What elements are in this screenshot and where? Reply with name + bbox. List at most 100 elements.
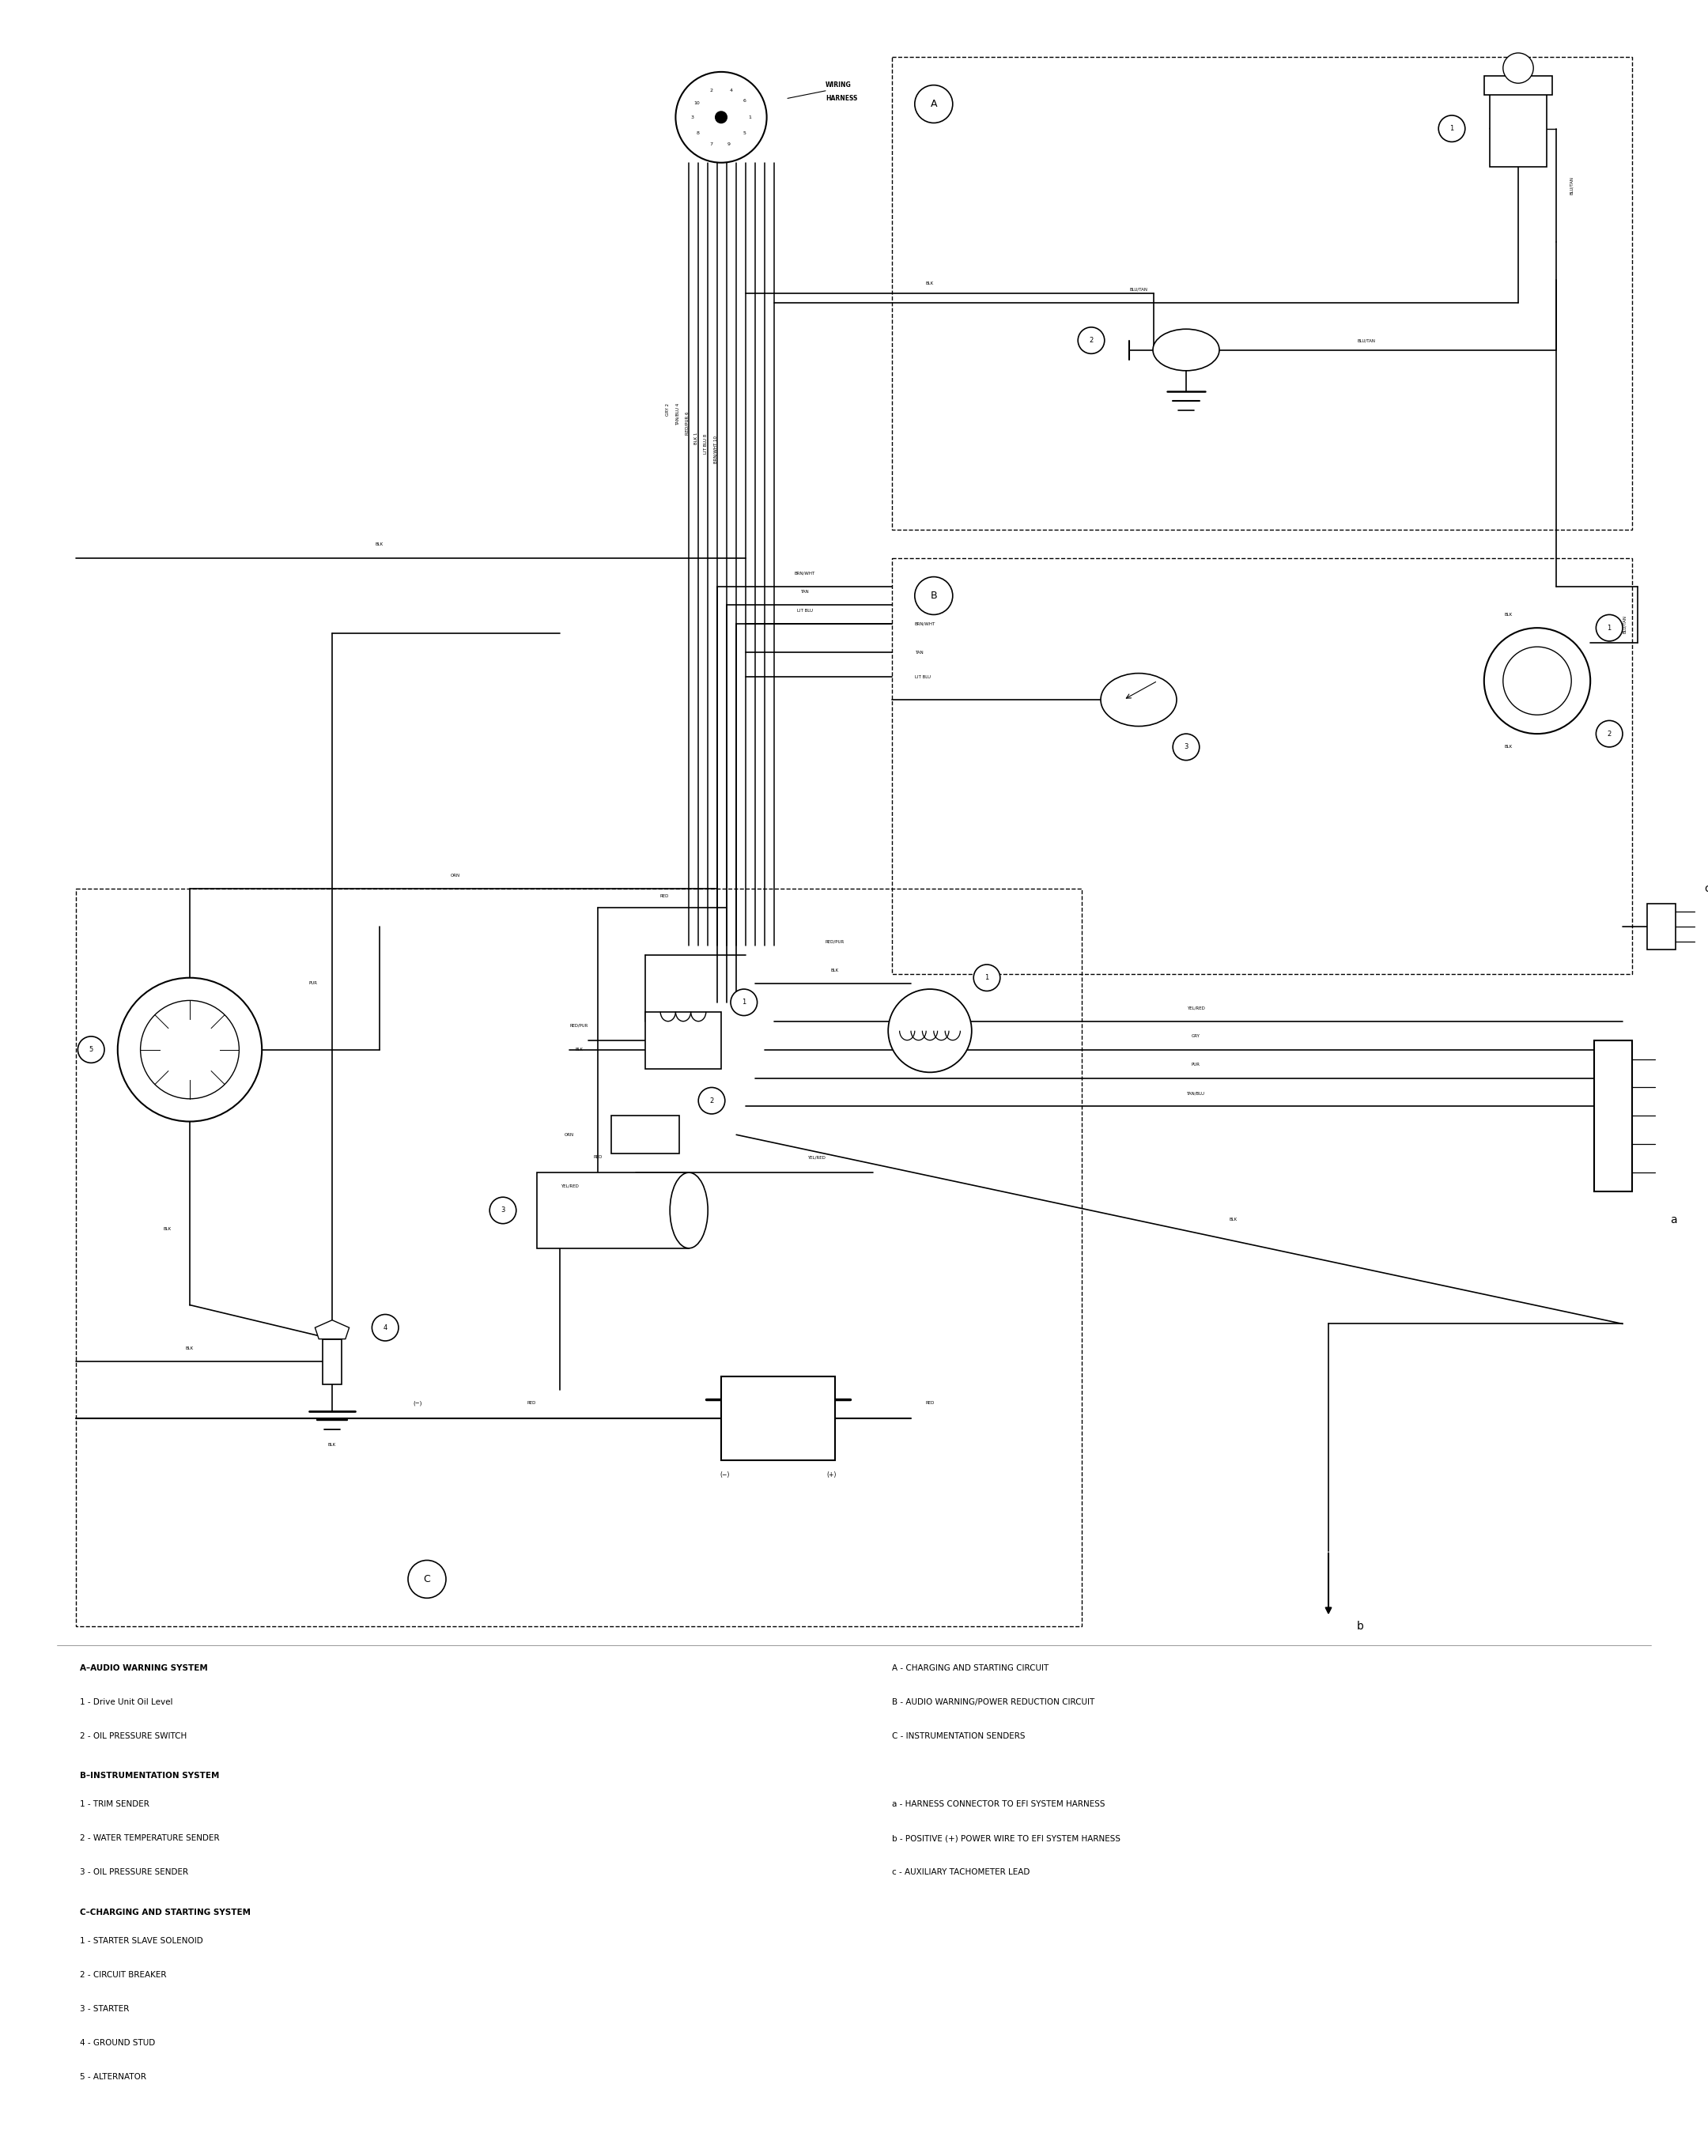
Circle shape: [1503, 647, 1571, 716]
Text: 2: 2: [711, 88, 712, 93]
Text: BLK: BLK: [1230, 1218, 1238, 1222]
Text: YEL/RED: YEL/RED: [560, 1184, 579, 1188]
Text: RED: RED: [659, 895, 670, 899]
Circle shape: [974, 964, 1001, 992]
Circle shape: [1595, 614, 1623, 640]
Text: 2 - CIRCUIT BREAKER: 2 - CIRCUIT BREAKER: [80, 1971, 166, 1979]
Text: 4: 4: [383, 1324, 388, 1330]
Text: BLK: BLK: [376, 543, 384, 548]
Text: PUR: PUR: [1190, 1063, 1201, 1067]
Text: TAN/BLU: TAN/BLU: [1187, 1091, 1204, 1095]
Text: LIT BLU: LIT BLU: [796, 608, 813, 612]
Text: 3: 3: [692, 114, 693, 119]
Bar: [536, 1173, 688, 1248]
Text: TAN: TAN: [915, 651, 924, 655]
Polygon shape: [314, 1319, 348, 1339]
Circle shape: [1595, 720, 1623, 746]
Text: 1: 1: [1450, 125, 1454, 132]
Text: 2: 2: [1090, 336, 1093, 345]
Text: BLK: BLK: [832, 968, 839, 972]
Circle shape: [1438, 116, 1465, 142]
Text: 1: 1: [748, 114, 752, 119]
Text: 4 - GROUND STUD: 4 - GROUND STUD: [80, 2040, 155, 2046]
Text: 1: 1: [986, 975, 989, 981]
Text: YEL/RED: YEL/RED: [806, 1156, 825, 1160]
Text: 3 - OIL PRESSURE SENDER: 3 - OIL PRESSURE SENDER: [80, 1869, 188, 1876]
Circle shape: [716, 112, 728, 123]
Circle shape: [1173, 733, 1199, 761]
Circle shape: [372, 1315, 398, 1341]
Text: ORN: ORN: [451, 873, 459, 877]
Text: 1 - TRIM SENDER: 1 - TRIM SENDER: [80, 1800, 149, 1809]
Text: 7: 7: [711, 142, 712, 147]
Text: C–CHARGING AND STARTING SYSTEM: C–CHARGING AND STARTING SYSTEM: [80, 1908, 251, 1917]
Bar: [892, 558, 1633, 975]
Circle shape: [699, 1087, 724, 1115]
Text: ORN: ORN: [565, 1132, 574, 1136]
Circle shape: [888, 990, 972, 1072]
Circle shape: [915, 84, 953, 123]
Text: WIRING: WIRING: [825, 82, 851, 88]
Bar: [892, 56, 1633, 530]
Text: 1 - STARTER SLAVE SOLENOID: 1 - STARTER SLAVE SOLENOID: [80, 1936, 203, 1945]
Text: BRN/WHT 10: BRN/WHT 10: [714, 436, 717, 464]
Text: RED: RED: [593, 1156, 603, 1160]
Circle shape: [1484, 627, 1590, 733]
Bar: [1594, 1039, 1633, 1192]
Text: 1 - Drive Unit Oil Level: 1 - Drive Unit Oil Level: [80, 1699, 173, 1705]
Text: B - AUDIO WARNING/POWER REDUCTION CIRCUIT: B - AUDIO WARNING/POWER REDUCTION CIRCUI…: [892, 1699, 1095, 1705]
Circle shape: [79, 1037, 104, 1063]
Circle shape: [1078, 328, 1105, 354]
Text: BLU/TAN: BLU/TAN: [1623, 614, 1626, 634]
Text: BLK: BLK: [1505, 612, 1513, 617]
Text: A–AUDIO WARNING SYSTEM: A–AUDIO WARNING SYSTEM: [80, 1664, 208, 1673]
Text: BLK 1: BLK 1: [695, 433, 699, 444]
Text: BLU/TAN: BLU/TAN: [1129, 287, 1148, 291]
Text: 3 - STARTER: 3 - STARTER: [80, 2005, 130, 2012]
Ellipse shape: [1153, 330, 1220, 371]
Text: 2 - WATER TEMPERATURE SENDER: 2 - WATER TEMPERATURE SENDER: [80, 1835, 219, 1843]
Text: 3: 3: [1184, 744, 1189, 750]
Circle shape: [490, 1197, 516, 1225]
Text: 2 - OIL PRESSURE SWITCH: 2 - OIL PRESSURE SWITCH: [80, 1733, 186, 1740]
Circle shape: [676, 71, 767, 162]
Text: PUR: PUR: [309, 981, 318, 985]
Bar: [323, 1339, 342, 1384]
Text: 3: 3: [500, 1207, 506, 1214]
Text: RED: RED: [526, 1401, 536, 1406]
Text: RED: RED: [926, 1401, 934, 1406]
Text: a: a: [1670, 1214, 1677, 1225]
Text: (−): (−): [413, 1401, 422, 1406]
Text: BLK: BLK: [576, 1048, 582, 1052]
Text: C - INSTRUMENTATION SENDERS: C - INSTRUMENTATION SENDERS: [892, 1733, 1025, 1740]
Bar: [75, 888, 1081, 1626]
Text: A: A: [931, 99, 938, 110]
Text: 5 - ALTERNATOR: 5 - ALTERNATOR: [80, 2072, 147, 2081]
Text: B–INSTRUMENTATION SYSTEM: B–INSTRUMENTATION SYSTEM: [80, 1772, 219, 1781]
Ellipse shape: [670, 1173, 707, 1248]
Text: c - AUXILIARY TACHOMETER LEAD: c - AUXILIARY TACHOMETER LEAD: [892, 1869, 1030, 1876]
Text: BLK: BLK: [186, 1348, 193, 1350]
Circle shape: [731, 990, 757, 1015]
Text: TAN: TAN: [801, 591, 810, 593]
Circle shape: [140, 1000, 239, 1100]
Bar: [611, 1117, 680, 1153]
Text: 2: 2: [1607, 731, 1611, 737]
Text: BLU/TAN: BLU/TAN: [1358, 338, 1375, 343]
Text: 6: 6: [743, 99, 746, 103]
Circle shape: [915, 578, 953, 614]
Text: b: b: [1356, 1621, 1365, 1632]
Text: a - HARNESS CONNECTOR TO EFI SYSTEM HARNESS: a - HARNESS CONNECTOR TO EFI SYSTEM HARN…: [892, 1800, 1105, 1809]
Text: BRN/WHT: BRN/WHT: [915, 623, 936, 625]
Text: RED/PUR: RED/PUR: [570, 1024, 588, 1026]
Text: RED/PUR 6: RED/PUR 6: [685, 412, 688, 436]
Text: GRY: GRY: [1190, 1035, 1201, 1039]
Text: HARNESS: HARNESS: [825, 95, 857, 101]
Text: 5: 5: [89, 1046, 94, 1052]
Text: BLK: BLK: [1505, 746, 1513, 748]
Bar: [1647, 903, 1676, 949]
Text: 4: 4: [729, 88, 733, 93]
Text: BLU/TAN: BLU/TAN: [1570, 177, 1573, 194]
Bar: [1484, 75, 1553, 95]
Text: 2: 2: [709, 1097, 714, 1104]
